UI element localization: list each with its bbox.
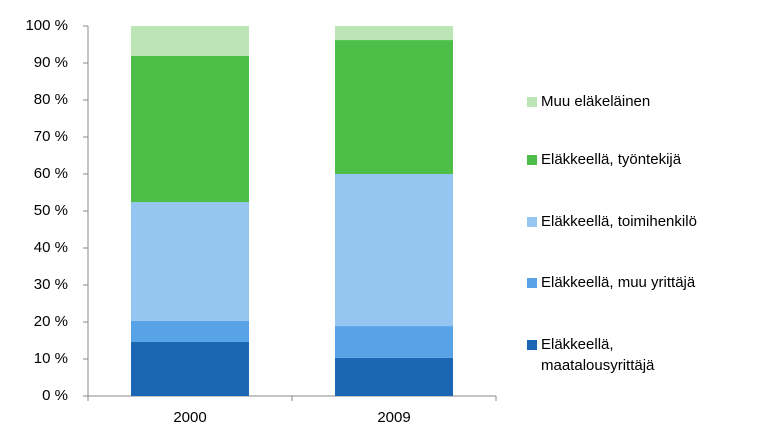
legend-swatch <box>527 217 537 227</box>
y-tick-label: 20 % <box>34 313 68 330</box>
y-tick-label: 10 % <box>34 350 68 367</box>
legend-swatch <box>527 155 537 165</box>
legend-item: Eläkkeellä, työntekijä <box>527 151 741 170</box>
legend-label: Muu eläkeläinen <box>541 93 651 110</box>
legend-item: Eläkkeellä, maatalousyrittäjä <box>527 336 711 376</box>
legend-item: Eläkkeellä, muu yrittäjä <box>527 274 741 293</box>
y-tick-label: 0 % <box>42 387 68 404</box>
bar-segment <box>131 55 249 203</box>
legend-item: Muu eläkeläinen <box>527 93 741 112</box>
legend-swatch <box>527 97 537 107</box>
bar-segment <box>335 357 453 396</box>
y-tick-label: 90 % <box>34 54 68 71</box>
bar-segment <box>335 26 453 41</box>
bar-segment <box>335 174 453 327</box>
legend-label: Eläkkeellä, toimihenkilö <box>541 213 697 230</box>
y-tick-label: 30 % <box>34 276 68 293</box>
legend-label: Eläkkeellä, maatalousyrittäjä <box>541 336 655 374</box>
bar-segment <box>335 40 453 175</box>
legend-swatch <box>527 278 537 288</box>
y-tick-label: 100 % <box>25 17 68 34</box>
legend-item: Eläkkeellä, toimihenkilö <box>527 213 741 232</box>
y-tick-label: 40 % <box>34 239 68 256</box>
bar-segment <box>131 202 249 321</box>
legend-label: Eläkkeellä, muu yrittäjä <box>541 274 696 291</box>
bar-segment <box>131 320 249 342</box>
y-tick-label: 60 % <box>34 165 68 182</box>
legend-swatch <box>527 340 537 350</box>
bar-segment <box>131 341 249 396</box>
y-tick-label: 50 % <box>34 202 68 219</box>
legend-label: Eläkkeellä, työntekijä <box>541 151 682 168</box>
bar-segment <box>131 26 249 56</box>
x-tick-label: 2009 <box>377 409 410 426</box>
x-tick-label: 2000 <box>173 409 206 426</box>
y-tick-label: 80 % <box>34 91 68 108</box>
y-tick-label: 70 % <box>34 128 68 145</box>
bar-segment <box>335 326 453 358</box>
